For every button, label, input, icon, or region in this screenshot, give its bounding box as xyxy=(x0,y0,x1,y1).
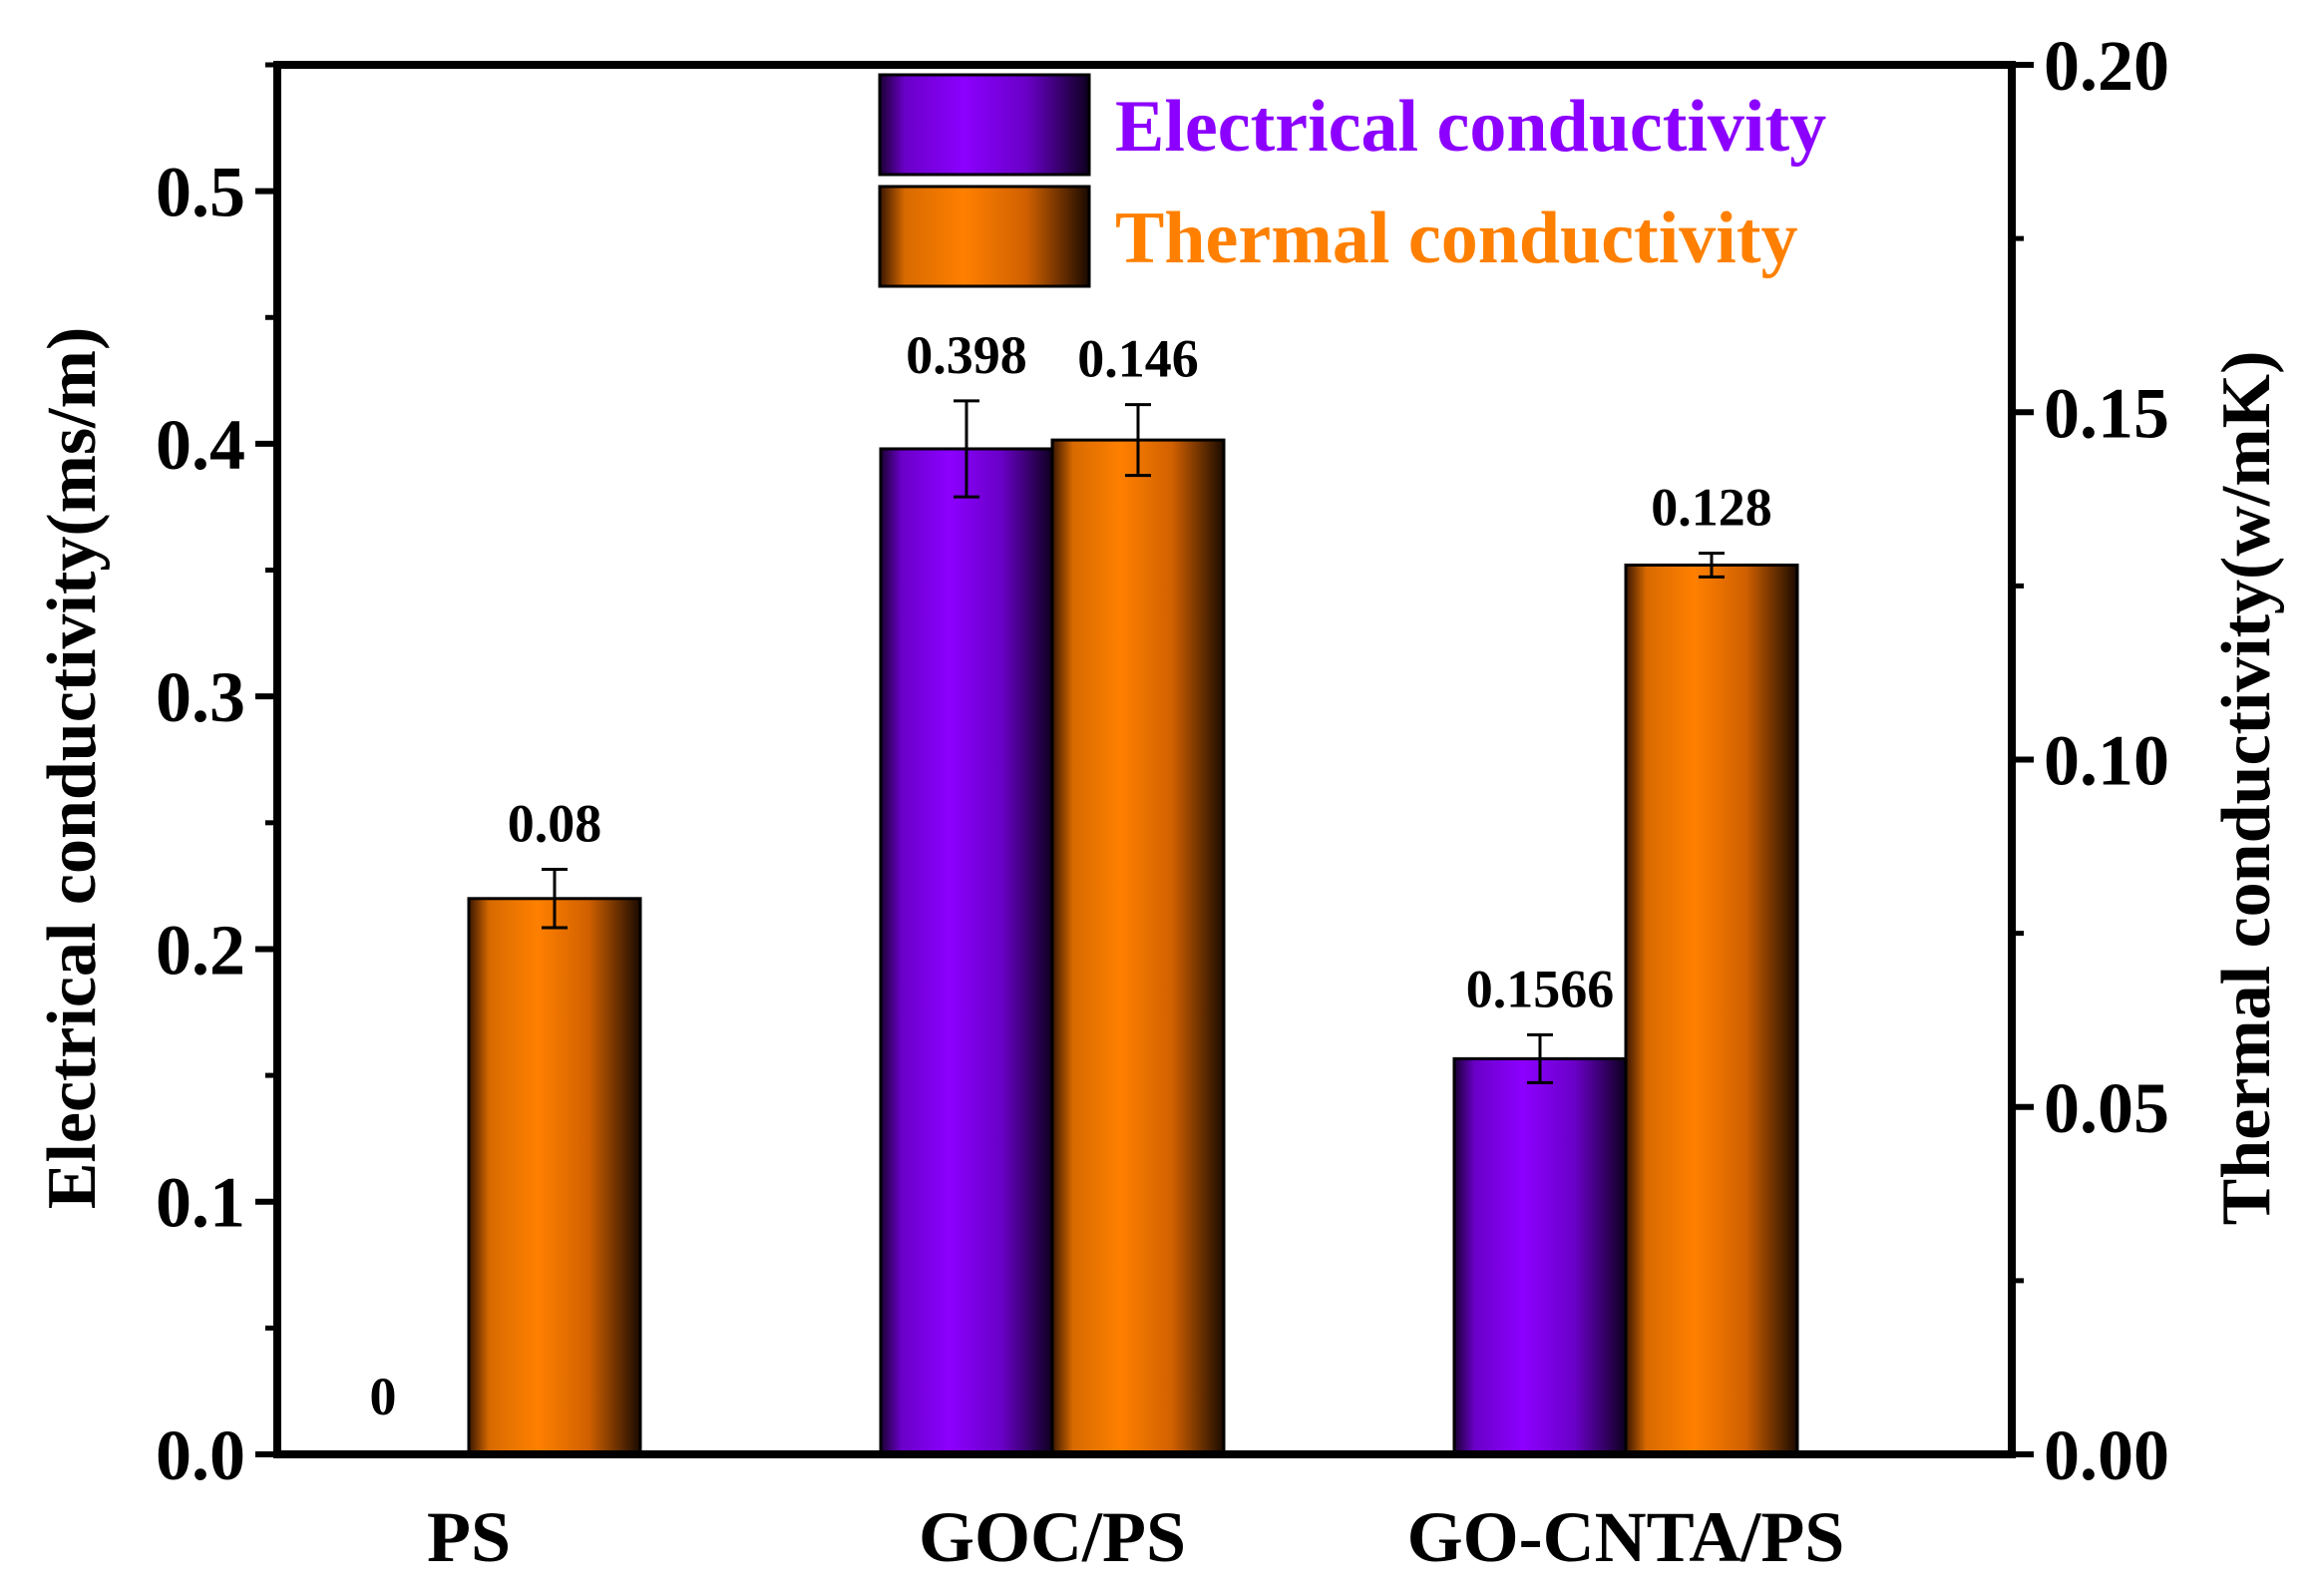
tick-label: 0.5 xyxy=(156,153,245,232)
tick-label: 0.00 xyxy=(2044,1415,2169,1495)
tick-label: 0.15 xyxy=(2044,373,2169,453)
legend: Electrical conductivity Thermal conductiv… xyxy=(878,73,1826,288)
tick-label: 0.3 xyxy=(156,657,245,737)
right-ticks-group: 0.00 0.05 0.10 0.15 0.20 xyxy=(2012,26,2169,1495)
bars-group xyxy=(467,438,1799,1456)
tick-label: 0.0 xyxy=(156,1415,245,1495)
legend-label: Electrical conductivity xyxy=(1115,86,1826,168)
legend-item: Electrical conductivity xyxy=(878,73,1826,177)
tick-label: 0.2 xyxy=(156,910,245,990)
legend-label: Thermal conductivity xyxy=(1115,198,1797,279)
data-label: 0.398 xyxy=(906,325,1027,385)
bar xyxy=(1624,563,1799,1456)
error-bar xyxy=(954,399,979,499)
data-label: 0 xyxy=(370,1367,397,1426)
category-label: GO-CNTA/PS xyxy=(1407,1497,1845,1577)
bar xyxy=(1452,1056,1628,1456)
data-label: 0.1566 xyxy=(1466,959,1615,1018)
data-label: 0.146 xyxy=(1077,329,1199,389)
y-axis-title-left: Electrical conductivity(ms/m) xyxy=(34,327,111,1210)
error-bar xyxy=(542,868,568,930)
error-bars-group xyxy=(542,399,1725,1084)
data-labels-group: 0 0.398 0.1566 0.08 0.146 0.128 xyxy=(370,325,1772,1426)
category-label: PS xyxy=(427,1497,511,1577)
data-label: 0.08 xyxy=(508,794,602,854)
left-ticks-group: 0.0 0.1 0.2 0.3 0.4 0.5 xyxy=(156,62,277,1495)
bar xyxy=(467,897,642,1456)
error-bar xyxy=(1527,1032,1553,1084)
bar xyxy=(879,447,1054,1456)
error-bar xyxy=(1699,552,1725,579)
legend-item: Thermal conductivity xyxy=(878,185,1797,288)
tick-label: 0.05 xyxy=(2044,1068,2169,1148)
tick-label: 0.10 xyxy=(2044,721,2169,801)
category-labels-group: PS GOC/PS GO-CNTA/PS xyxy=(427,1497,1844,1577)
data-label: 0.128 xyxy=(1651,478,1772,538)
tick-label: 0.20 xyxy=(2044,26,2169,106)
y-axis-title-right: Thermal conductivity(w/mK) xyxy=(2208,351,2285,1226)
tick-label: 0.1 xyxy=(156,1163,245,1243)
category-label: GOC/PS xyxy=(919,1497,1186,1577)
legend-swatch xyxy=(878,73,1091,177)
tick-label: 0.4 xyxy=(156,405,245,485)
bar xyxy=(1050,438,1226,1456)
legend-swatch xyxy=(878,185,1091,288)
error-bar xyxy=(1125,403,1151,478)
